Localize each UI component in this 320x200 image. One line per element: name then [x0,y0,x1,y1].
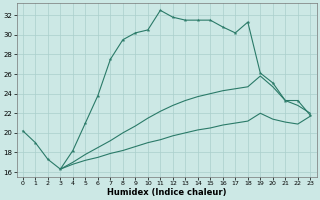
X-axis label: Humidex (Indice chaleur): Humidex (Indice chaleur) [107,188,226,197]
